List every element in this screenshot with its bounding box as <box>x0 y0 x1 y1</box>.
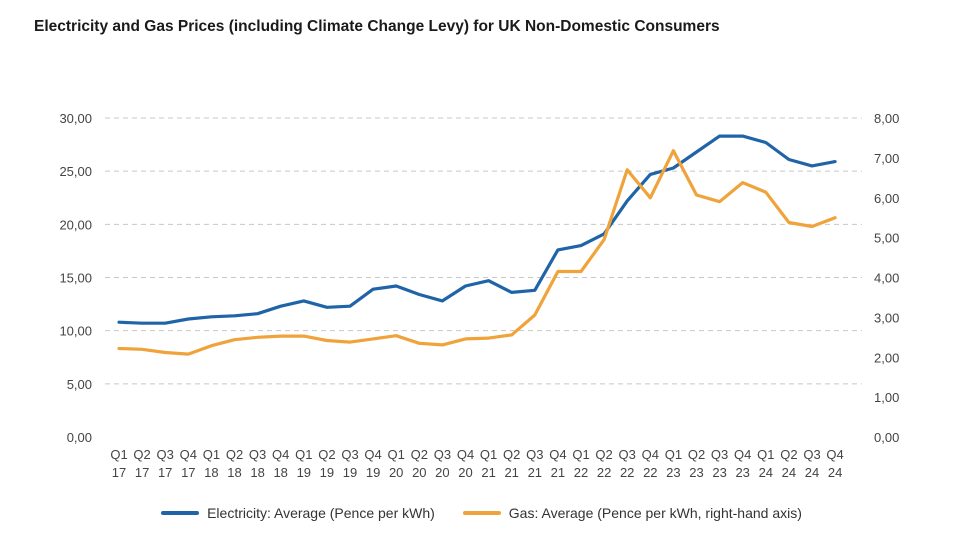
right-tick-label: 4,00 <box>874 271 899 286</box>
series-lines <box>117 134 837 356</box>
x-tick-label-quarter: Q3 <box>341 447 358 462</box>
x-tick-label-year: 22 <box>574 465 588 480</box>
x-tick-label-quarter: Q1 <box>203 447 220 462</box>
x-tick-label-year: 18 <box>250 465 264 480</box>
right-tick-label: 2,00 <box>874 350 899 365</box>
chart-title: Electricity and Gas Prices (including Cl… <box>34 18 720 35</box>
x-tick-label-quarter: Q3 <box>619 447 636 462</box>
x-tick-label-year: 19 <box>343 465 357 480</box>
x-tick-label-quarter: Q2 <box>595 447 612 462</box>
x-tick-label-year: 22 <box>620 465 634 480</box>
left-axis-ticks: 0,00 5,00 10,00 15,00 20,00 25,00 30,00 <box>59 111 92 445</box>
x-tick-label-quarter: Q1 <box>757 447 774 462</box>
left-tick-label: 30,00 <box>59 111 92 126</box>
series-line-gas <box>117 149 837 356</box>
x-tick-label-year: 23 <box>689 465 703 480</box>
left-tick-label: 5,00 <box>67 377 92 392</box>
x-tick-label-quarter: Q1 <box>388 447 405 462</box>
legend: Electricity: Average (Pence per kWh) Gas… <box>0 505 963 521</box>
left-tick-label: 15,00 <box>59 271 92 286</box>
x-tick-label-quarter: Q2 <box>411 447 428 462</box>
x-tick-label-quarter: Q2 <box>688 447 705 462</box>
legend-label-electricity: Electricity: Average (Pence per kWh) <box>207 505 435 521</box>
right-tick-label: 3,00 <box>874 310 899 325</box>
x-tick-label-year: 23 <box>735 465 749 480</box>
x-tick-label-year: 17 <box>158 465 172 480</box>
x-tick-label-quarter: Q4 <box>457 447 474 462</box>
x-tick-label-quarter: Q1 <box>110 447 127 462</box>
x-tick-label-year: 21 <box>481 465 495 480</box>
x-tick-label-quarter: Q4 <box>734 447 751 462</box>
x-tick-label-quarter: Q2 <box>503 447 520 462</box>
legend-swatch-electricity <box>161 511 200 515</box>
x-tick-label-quarter: Q2 <box>318 447 335 462</box>
legend-label-gas: Gas: Average (Pence per kWh, right-hand … <box>508 505 802 521</box>
right-tick-label: 5,00 <box>874 231 899 246</box>
left-tick-label: 25,00 <box>59 164 92 179</box>
x-tick-label-quarter: Q3 <box>526 447 543 462</box>
right-tick-label: 1,00 <box>874 390 899 405</box>
left-tick-label: 0,00 <box>67 430 92 445</box>
x-tick-label-year: 20 <box>458 465 472 480</box>
x-tick-label-year: 24 <box>828 465 842 480</box>
x-tick-label-quarter: Q4 <box>642 447 659 462</box>
legend-item-gas: Gas: Average (Pence per kWh, right-hand … <box>462 505 802 521</box>
x-tick-label-year: 19 <box>297 465 311 480</box>
right-tick-label: 6,00 <box>874 191 899 206</box>
x-tick-label-year: 20 <box>435 465 449 480</box>
x-tick-label-quarter: Q3 <box>711 447 728 462</box>
x-tick-label-quarter: Q1 <box>572 447 589 462</box>
right-tick-label: 7,00 <box>874 151 899 166</box>
x-tick-label-quarter: Q2 <box>226 447 243 462</box>
x-tick-label-year: 23 <box>666 465 680 480</box>
x-tick-label-year: 19 <box>366 465 380 480</box>
x-tick-label-quarter: Q1 <box>295 447 312 462</box>
x-tick-label-quarter: Q2 <box>133 447 150 462</box>
x-tick-label-quarter: Q4 <box>826 447 843 462</box>
x-tick-label-quarter: Q4 <box>272 447 289 462</box>
x-tick-label-quarter: Q2 <box>780 447 797 462</box>
x-axis-categories: Q1 17 Q2 17 Q3 17 Q4 17 Q1 18 Q2 18 Q3 18 Q4 18 Q1 19 Q2 19… <box>110 447 843 480</box>
legend-item-electricity: Electricity: Average (Pence per kWh) <box>161 505 435 521</box>
x-tick-label-quarter: Q4 <box>549 447 566 462</box>
x-tick-label-year: 24 <box>759 465 773 480</box>
right-tick-label: 8,00 <box>874 111 899 126</box>
x-tick-label-quarter: Q3 <box>249 447 266 462</box>
x-tick-label-year: 21 <box>504 465 518 480</box>
x-tick-label-year: 24 <box>782 465 796 480</box>
x-tick-label-year: 17 <box>181 465 195 480</box>
gridlines <box>105 117 862 385</box>
x-tick-label-quarter: Q4 <box>180 447 197 462</box>
left-tick-label: 10,00 <box>59 324 92 339</box>
x-tick-label-year: 21 <box>528 465 542 480</box>
left-tick-label: 20,00 <box>59 217 92 232</box>
x-tick-label-year: 21 <box>551 465 565 480</box>
right-axis-ticks: 0,00 1,00 2,00 3,00 4,00 5,00 6,00 7,00 8,00 <box>874 111 899 445</box>
right-tick-label: 0,00 <box>874 430 899 445</box>
x-tick-label-quarter: Q3 <box>157 447 174 462</box>
x-tick-label-year: 18 <box>273 465 287 480</box>
x-tick-label-quarter: Q3 <box>434 447 451 462</box>
x-tick-label-year: 22 <box>643 465 657 480</box>
x-tick-label-year: 20 <box>389 465 403 480</box>
x-tick-label-year: 23 <box>712 465 726 480</box>
x-tick-label-year: 20 <box>412 465 426 480</box>
x-tick-label-year: 17 <box>112 465 126 480</box>
series-line-electricity <box>117 134 837 325</box>
x-tick-label-year: 22 <box>597 465 611 480</box>
x-tick-label-quarter: Q1 <box>665 447 682 462</box>
x-tick-label-year: 19 <box>320 465 334 480</box>
x-tick-label-year: 18 <box>204 465 218 480</box>
x-tick-label-quarter: Q1 <box>480 447 497 462</box>
x-tick-label-year: 18 <box>227 465 241 480</box>
x-tick-label-year: 17 <box>135 465 149 480</box>
legend-swatch-gas <box>462 511 501 515</box>
x-tick-label-quarter: Q4 <box>364 447 381 462</box>
x-tick-label-quarter: Q3 <box>803 447 820 462</box>
x-tick-label-year: 24 <box>805 465 819 480</box>
